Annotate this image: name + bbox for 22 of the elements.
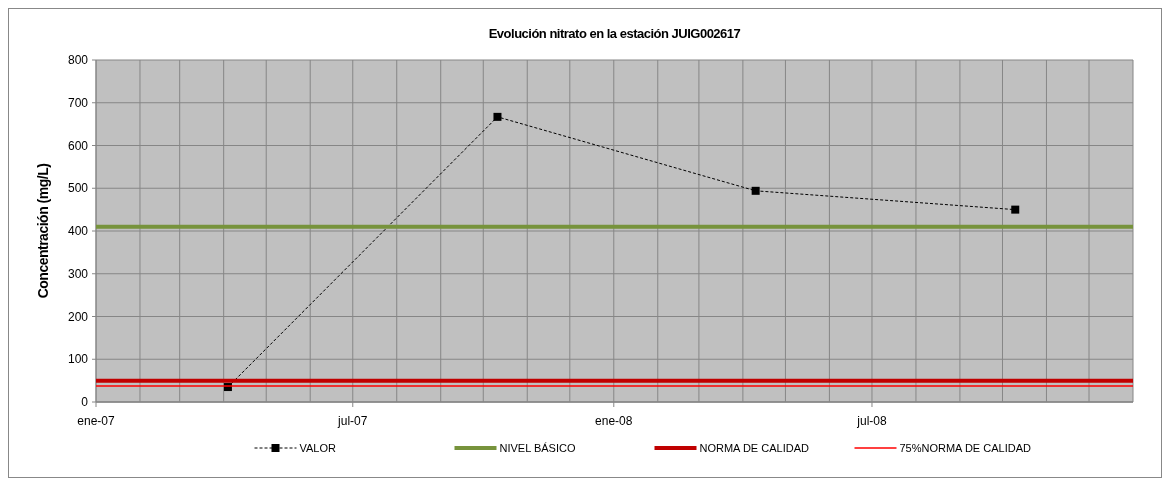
y-tick-label: 400 xyxy=(67,224,89,239)
x-tick-label: ene-07 xyxy=(77,414,115,428)
y-tick-label: 200 xyxy=(67,309,89,324)
x-tick-label: jul-08 xyxy=(856,414,887,428)
y-tick-label: 300 xyxy=(67,266,89,281)
y-tick-label: 100 xyxy=(67,352,89,367)
x-tick-label: ene-08 xyxy=(595,414,633,428)
legend-label: VALOR xyxy=(299,441,337,454)
y-tick-label: 500 xyxy=(67,181,89,196)
point xyxy=(1011,205,1020,214)
point xyxy=(751,186,760,195)
y-tick-label: 800 xyxy=(67,53,89,68)
y-tick-label: 0 xyxy=(81,395,89,410)
x-tick-label: jul-07 xyxy=(337,414,368,428)
legend-label: NIVEL BÁSICO xyxy=(499,441,576,454)
y-tick-label: 600 xyxy=(67,138,89,153)
legend-label: NORMA DE CALIDAD xyxy=(699,441,809,454)
legend-label: 75%NORMA DE CALIDAD xyxy=(899,441,1031,454)
y-tick-label: 700 xyxy=(67,95,89,110)
chart-title: Evolución nitrato en la estación JUIG002617 xyxy=(488,26,741,41)
y-axis-title: Concentración (mg/L) xyxy=(35,163,51,299)
point xyxy=(493,112,502,121)
